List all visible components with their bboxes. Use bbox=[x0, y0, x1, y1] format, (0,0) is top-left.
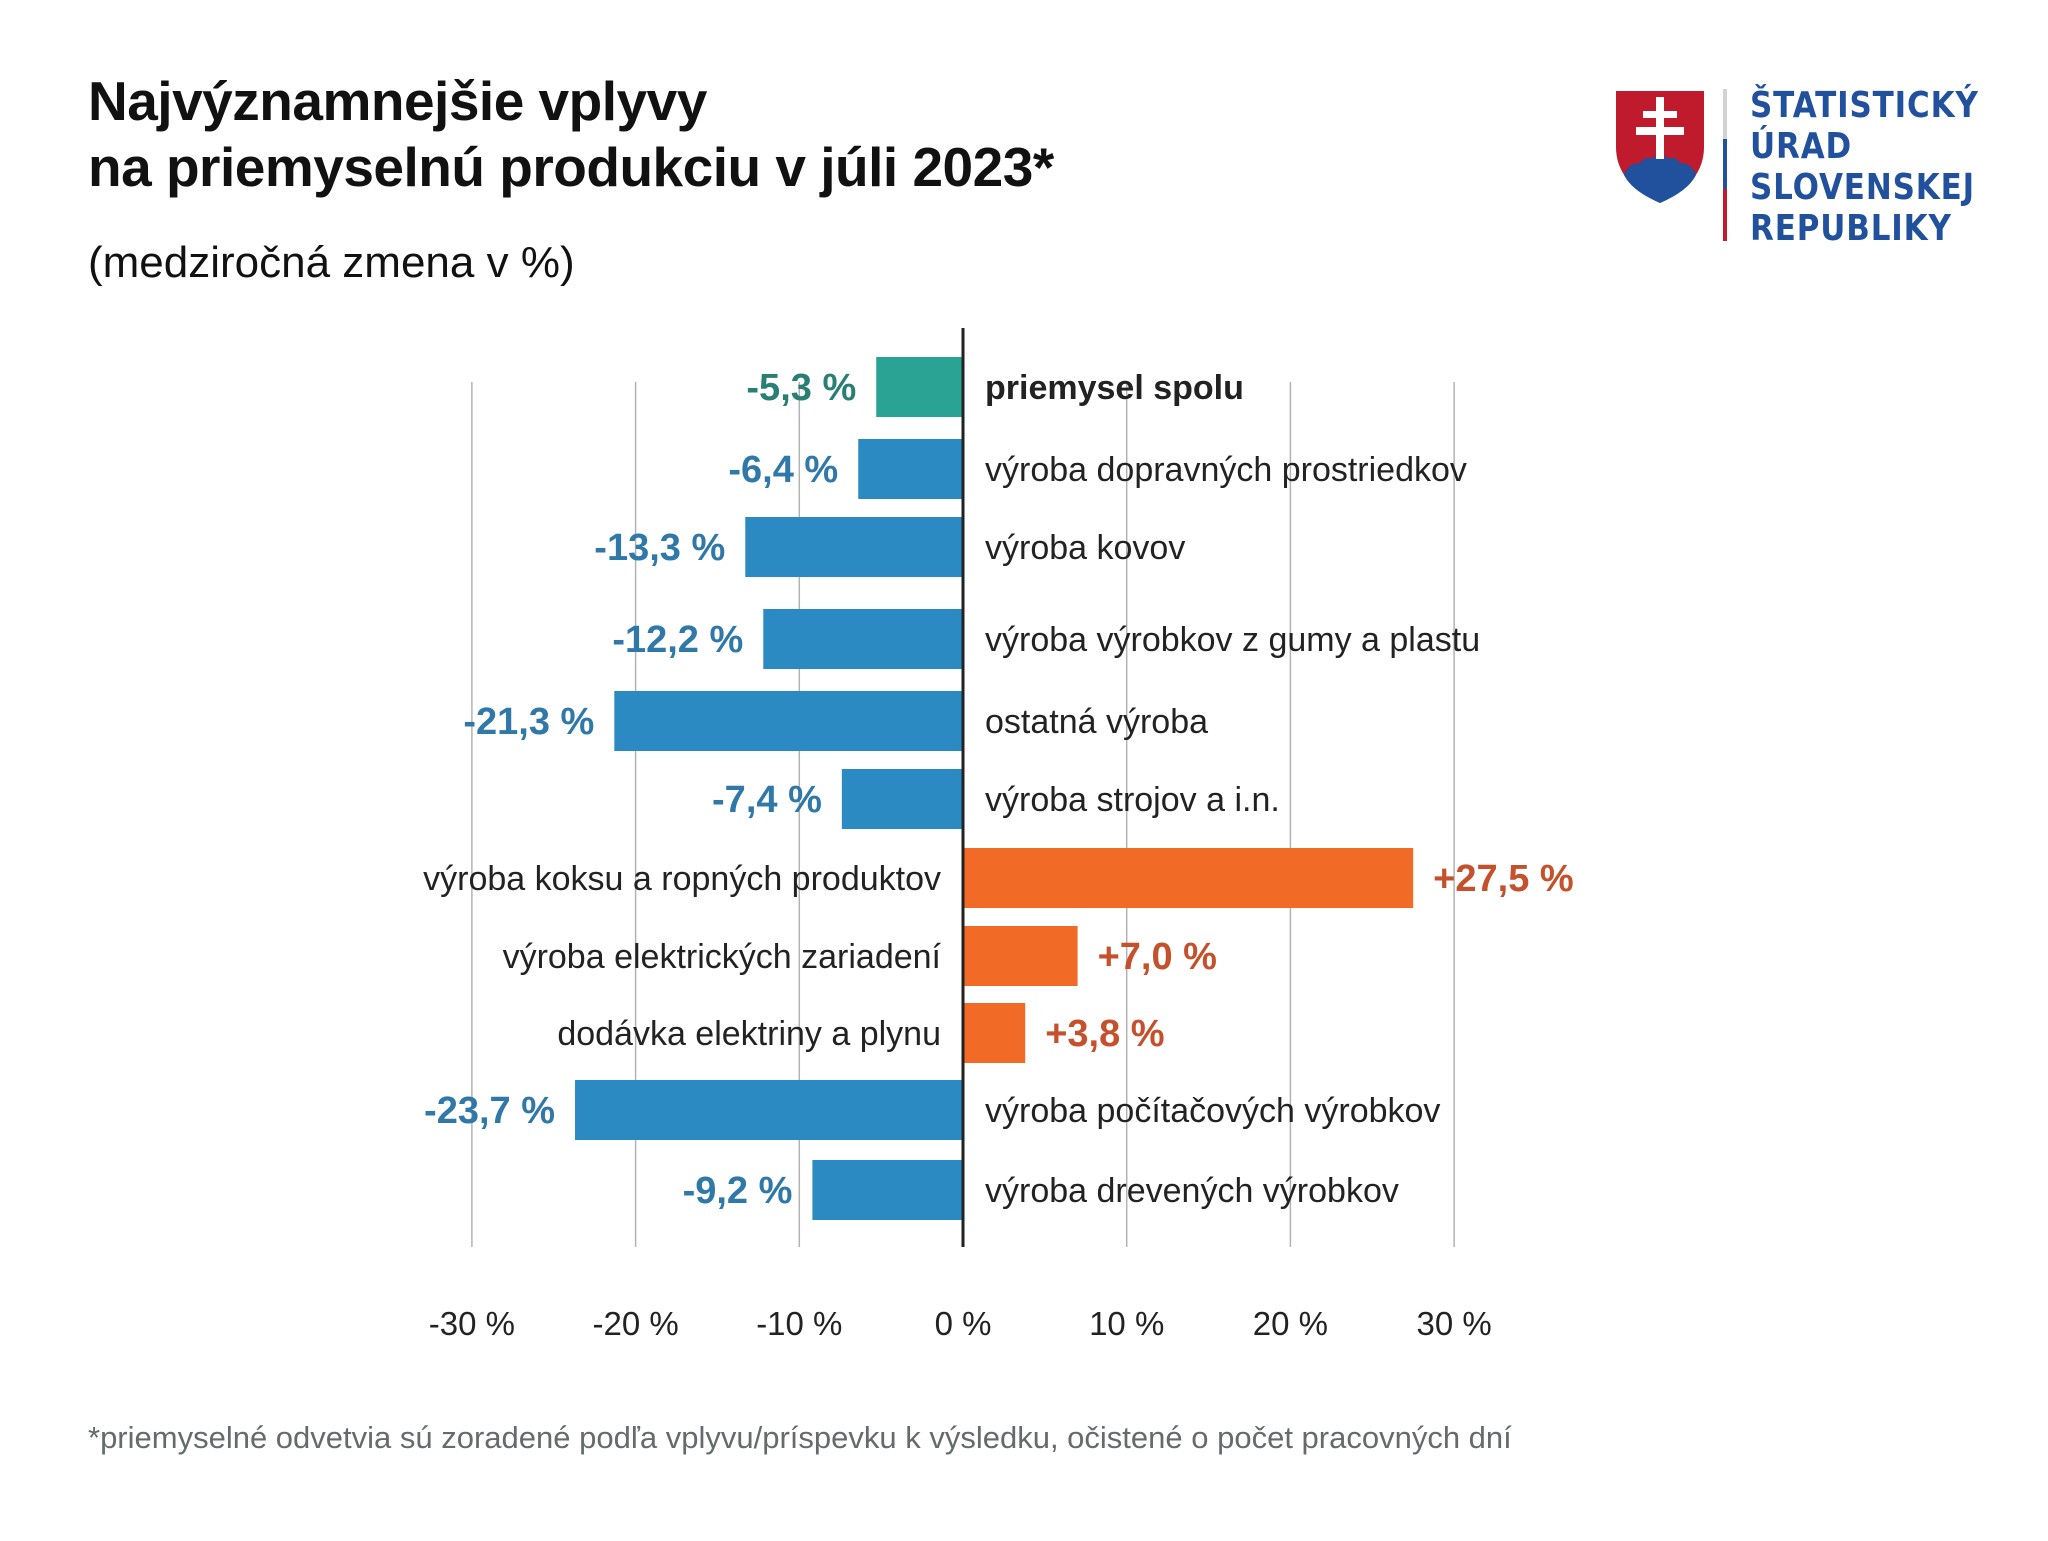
category-label: výroba strojov a i.n. bbox=[985, 781, 1280, 819]
bar bbox=[963, 926, 1078, 986]
bar bbox=[963, 848, 1414, 908]
logo-line-1: ŠTATISTICKÝ bbox=[1750, 85, 1979, 126]
bar bbox=[812, 1160, 963, 1220]
slovak-coat-of-arms-icon bbox=[1616, 91, 1704, 203]
category-label: priemysel spolu bbox=[985, 369, 1244, 407]
logo-line-2: ÚRAD bbox=[1750, 126, 1853, 167]
chart-title-line-1: Najvýznamnejšie vplyvy bbox=[88, 70, 707, 132]
x-tick-label: -30 % bbox=[429, 1305, 515, 1342]
category-label: výroba kovov bbox=[985, 529, 1185, 567]
category-label: ostatná výroba bbox=[985, 703, 1208, 741]
data-label: -23,7 % bbox=[424, 1090, 555, 1132]
data-label: -13,3 % bbox=[594, 527, 725, 569]
x-tick-label: -10 % bbox=[756, 1305, 842, 1342]
bar bbox=[841, 769, 963, 829]
x-tick-label: 30 % bbox=[1416, 1305, 1491, 1342]
x-tick-label: 20 % bbox=[1253, 1305, 1328, 1342]
data-label: +3,8 % bbox=[1045, 1013, 1164, 1055]
category-label: výroba drevených výrobkov bbox=[985, 1172, 1399, 1210]
statistical-office-logo: ŠTATISTICKÝ ÚRAD SLOVENSKEJ REPUBLIKY bbox=[1610, 85, 2030, 249]
data-label: +7,0 % bbox=[1098, 936, 1217, 978]
data-label: -21,3 % bbox=[463, 701, 594, 743]
logo-line-4: REPUBLIKY bbox=[1750, 208, 1952, 249]
data-label: -6,4 % bbox=[728, 449, 838, 491]
footnote: *priemyselné odvetvia sú zoradené podľa … bbox=[88, 1420, 1512, 1455]
bar bbox=[745, 517, 963, 577]
bar bbox=[763, 609, 963, 669]
bars bbox=[575, 357, 1414, 1220]
bar-chart: -5,3 % priemysel spolu -6,4 % výroba doprav… bbox=[423, 328, 1574, 1342]
chart-subtitle: (medziročná zmena v %) bbox=[88, 238, 575, 287]
data-label: +27,5 % bbox=[1433, 858, 1574, 900]
bar bbox=[614, 691, 963, 751]
category-label: výroba dopravných prostriedkov bbox=[985, 451, 1467, 489]
bar bbox=[575, 1080, 963, 1140]
logo-line-3: SLOVENSKEJ bbox=[1750, 167, 1975, 208]
data-label: -9,2 % bbox=[683, 1170, 793, 1212]
chart-title-line-2: na priemyselnú produkciu v júli 2023* bbox=[88, 136, 1054, 198]
x-axis-ticks: -30 % -20 % -10 % 0 % 10 % 20 % 30 % bbox=[429, 1305, 1492, 1342]
category-label: výroba počítačových výrobkov bbox=[985, 1092, 1440, 1130]
category-label: výroba elektrických zariadení bbox=[503, 938, 942, 976]
x-tick-label: 10 % bbox=[1089, 1305, 1164, 1342]
data-label: -7,4 % bbox=[712, 779, 822, 821]
bar bbox=[858, 439, 963, 499]
logo-text: ŠTATISTICKÝ ÚRAD SLOVENSKEJ REPUBLIKY bbox=[1750, 85, 2016, 249]
category-label: výroba výrobkov z gumy a plastu bbox=[985, 621, 1480, 659]
labels: -5,3 % priemysel spolu -6,4 % výroba doprav… bbox=[423, 367, 1574, 1212]
data-label: -5,3 % bbox=[746, 367, 856, 409]
chart-title: Najvýznamnejšie vplyvy na priemyselnú pr… bbox=[88, 68, 1054, 200]
category-label: dodávka elektriny a plynu bbox=[557, 1015, 941, 1053]
bar bbox=[876, 357, 963, 417]
x-tick-label: -20 % bbox=[592, 1305, 678, 1342]
category-label: výroba koksu a ropných produktov bbox=[423, 860, 941, 898]
logo-tricolor-divider bbox=[1723, 89, 1727, 241]
data-label: -12,2 % bbox=[612, 619, 743, 661]
x-tick-label: 0 % bbox=[935, 1305, 992, 1342]
bar bbox=[963, 1003, 1026, 1063]
